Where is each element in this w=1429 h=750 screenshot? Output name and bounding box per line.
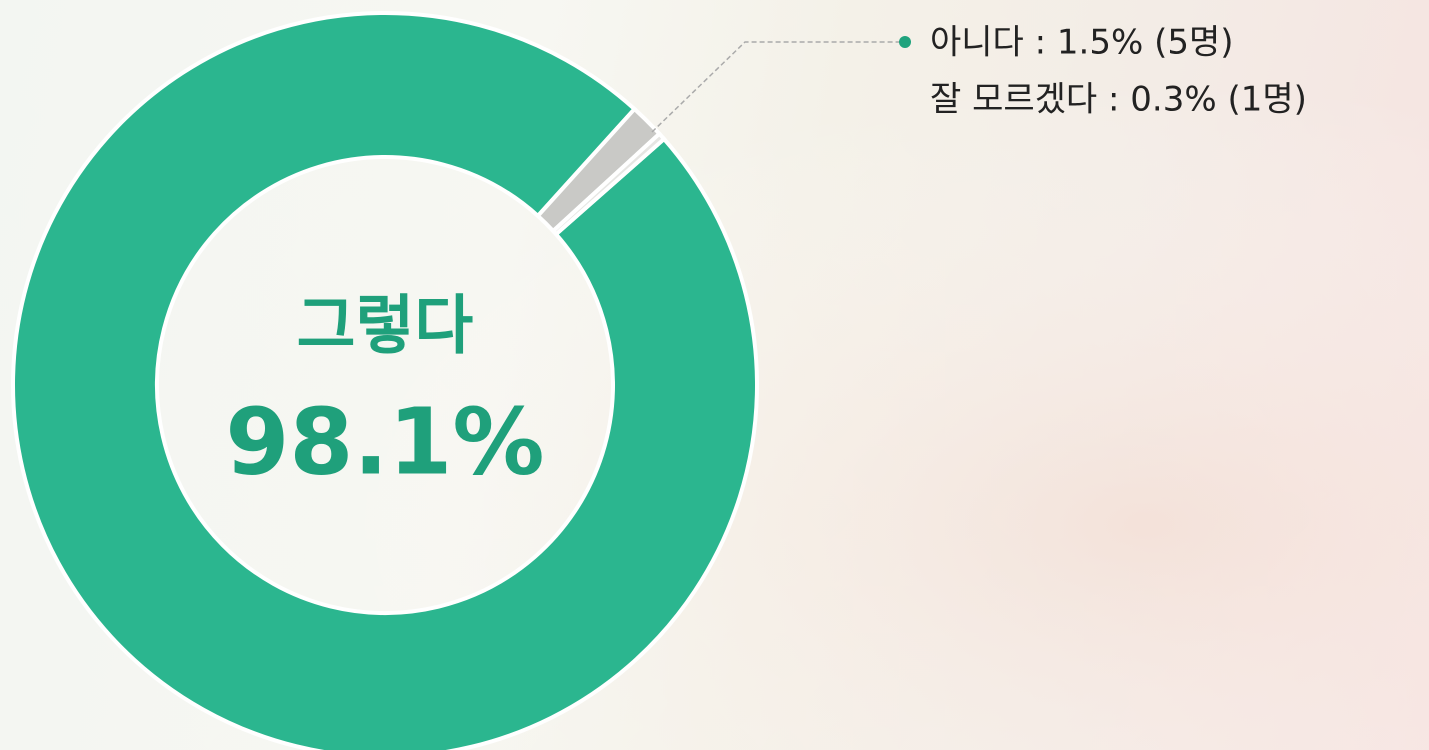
- center-category: 그렇다: [297, 290, 474, 364]
- center-value: 98.1%: [225, 388, 544, 495]
- donut: [11, 10, 759, 750]
- annotation: 잘 모르겠다 : 0.3% (1명): [930, 80, 1307, 120]
- annotation: 아니다 : 1.5% (5명): [930, 23, 1234, 63]
- leader-line: [651, 41, 905, 133]
- leader-dot: [899, 36, 911, 48]
- donut-slice: [550, 130, 667, 238]
- donut-slice: [11, 10, 759, 750]
